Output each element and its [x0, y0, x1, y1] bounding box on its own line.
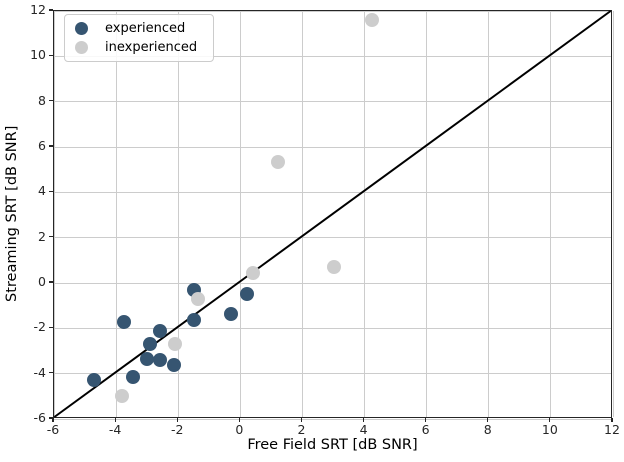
point-experienced [87, 373, 102, 388]
gridline-y-2 [54, 237, 611, 239]
point-inexperienced [245, 265, 260, 280]
x-tick--2 [176, 418, 178, 422]
gridline-y-12 [54, 10, 611, 12]
x-tick-label-10: 10 [541, 422, 558, 437]
point-inexperienced [326, 260, 341, 275]
gridline-x--2 [177, 11, 179, 417]
point-experienced [152, 323, 167, 338]
y-tick-label-6: 6 [38, 138, 46, 153]
x-tick-label--2: -2 [170, 422, 184, 437]
gridline-x-4 [364, 11, 366, 417]
gridline-y-4 [54, 191, 611, 193]
gridline-x--4 [115, 11, 117, 417]
gridline-y--4 [54, 373, 611, 375]
point-inexperienced [115, 389, 130, 404]
legend-item-experienced: experienced [75, 21, 197, 36]
data-points-layer [54, 11, 611, 417]
point-inexperienced [168, 337, 183, 352]
x-tick-label-8: 8 [483, 422, 492, 437]
y-tick-2 [49, 236, 53, 238]
legend-marker-inexperienced [75, 41, 88, 54]
x-tick-label--4: -4 [108, 422, 122, 437]
x-tick-12 [611, 418, 613, 422]
gridline-x-10 [550, 11, 552, 417]
x-tick-10 [549, 418, 551, 422]
gridline-x--6 [53, 11, 55, 417]
x-tick-2 [300, 418, 303, 422]
point-inexperienced [365, 13, 380, 28]
gridline-y--6 [54, 418, 611, 420]
y-tick--4 [49, 372, 53, 374]
legend-marker-experienced [75, 22, 88, 35]
x-tick-label-6: 6 [421, 422, 430, 437]
y-tick-10 [49, 54, 53, 56]
gridline-x-0 [239, 11, 241, 417]
y-tick-label-12: 12 [30, 2, 46, 17]
gridline-y-0 [54, 282, 611, 284]
x-tick-label-0: 0 [235, 422, 244, 437]
point-experienced [224, 306, 239, 321]
x-tick-4 [362, 418, 365, 422]
x-tick-6 [425, 418, 427, 422]
y-tick-0 [49, 281, 53, 283]
gridline-y--2 [54, 327, 611, 329]
y-tick-12 [49, 9, 53, 11]
y-tick-label-4: 4 [38, 183, 46, 199]
legend-label-inexperienced: inexperienced [105, 40, 198, 55]
point-experienced [116, 314, 131, 329]
point-experienced [140, 351, 155, 366]
y-tick-label-8: 8 [38, 92, 46, 108]
y-tick-label-0: 0 [38, 274, 46, 289]
gridline-x-2 [301, 11, 303, 417]
point-experienced [239, 287, 254, 302]
y-tick--2 [49, 326, 53, 328]
x-tick-label-12: 12 [604, 422, 620, 437]
legend: experienced inexperienced [64, 14, 215, 62]
x-tick-label--6: -6 [46, 422, 60, 437]
point-experienced [152, 353, 167, 368]
y-axis-label: Streaming SRT [dB SNR] [4, 125, 20, 303]
y-tick-6 [49, 145, 53, 147]
gridline-x-12 [612, 11, 614, 417]
y-tick-label--4: -4 [33, 364, 46, 380]
y-tick-label-10: 10 [30, 47, 46, 63]
legend-item-inexperienced: inexperienced [75, 40, 197, 55]
x-tick--4 [114, 418, 116, 422]
x-tick-label-2: 2 [297, 422, 306, 437]
gridline-x-6 [426, 11, 428, 417]
x-tick--6 [52, 418, 54, 422]
point-experienced [126, 370, 141, 385]
y-tick-label-2: 2 [38, 228, 46, 244]
x-tick-label-4: 4 [359, 422, 368, 437]
legend-label-experienced: experienced [105, 21, 186, 36]
gridline-y-8 [54, 101, 611, 103]
y-tick-8 [49, 100, 53, 102]
point-inexperienced [191, 291, 206, 306]
gridline-y-6 [54, 146, 611, 148]
gridline-x-8 [488, 11, 490, 417]
y-tick--6 [49, 417, 53, 419]
y-tick-label--2: -2 [33, 319, 46, 335]
point-experienced [166, 357, 181, 372]
x-axis-label: Free Field SRT [dB SNR] [247, 437, 418, 453]
y-tick-label--6: -6 [33, 410, 46, 425]
gridline-y-10 [54, 55, 611, 57]
x-tick-8 [487, 418, 489, 422]
plot-area: experienced inexperienced [53, 10, 614, 420]
point-inexperienced [270, 154, 285, 169]
x-tick-0 [238, 418, 240, 422]
y-tick-4 [49, 190, 53, 192]
point-experienced [143, 337, 158, 352]
point-experienced [186, 313, 201, 328]
